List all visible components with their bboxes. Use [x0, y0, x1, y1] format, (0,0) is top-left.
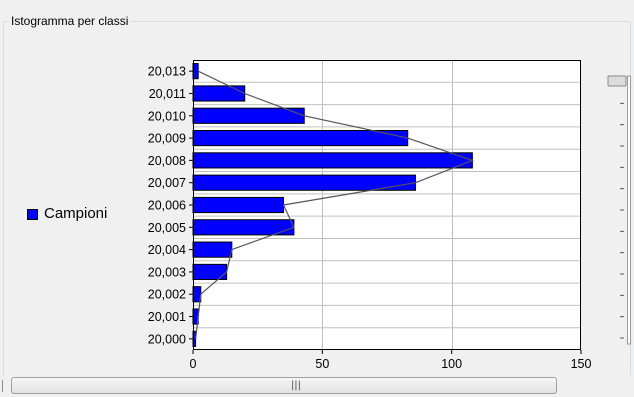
legend-swatch	[27, 208, 38, 220]
histogram-bar	[192, 129, 409, 147]
y-tick-label: 20,005	[148, 221, 186, 235]
y-tick-label: 20,007	[148, 176, 186, 190]
y-tick-label: 20,001	[148, 310, 186, 324]
histogram-bar	[192, 196, 285, 214]
y-tick-label: 20,000	[148, 332, 186, 346]
horizontal-scrollbar[interactable]: |||	[0, 376, 634, 397]
y-tick-label: 20,008	[148, 154, 186, 168]
scrollbar-grip-icon: |||	[290, 380, 302, 391]
histogram-bar	[192, 263, 228, 281]
y-tick-label: 20,004	[148, 243, 186, 257]
x-tick-label: 150	[571, 357, 592, 371]
scrollbar-left-edge	[2, 380, 3, 392]
y-tick-label: 20,002	[148, 288, 186, 302]
y-tick-label: 20,011	[149, 87, 186, 101]
groupbox-title: Istogramma per classi	[9, 14, 131, 28]
y-tick-label: 20,006	[148, 199, 186, 213]
histogram-chart: 20,000 20,001 20,002 20,003 20,004 20,005 20,0…	[148, 60, 592, 371]
y-tick-label: 20,003	[148, 265, 186, 279]
x-tick-label: 0	[190, 357, 197, 371]
histogram-bar	[192, 85, 246, 102]
x-tick-label: 100	[441, 357, 462, 371]
vertical-slider[interactable]	[600, 60, 634, 350]
y-tick-label: 20,009	[148, 132, 186, 146]
chart-legend: Campioni	[27, 204, 107, 224]
histogram-bar	[192, 241, 233, 258]
y-tick-label: 20,010	[148, 109, 186, 123]
plot-border	[193, 60, 581, 350]
histogram-bar	[192, 107, 305, 124]
histogram-bar	[192, 152, 473, 169]
scrollbar-thumb[interactable]: |||	[11, 377, 557, 394]
x-tick-label: 50	[315, 357, 329, 371]
slider-track	[627, 75, 631, 345]
slider-thumb[interactable]	[607, 75, 627, 87]
legend-label: Campioni	[44, 205, 108, 222]
frequency-polygon-line	[195, 70, 475, 339]
y-tick-label: 20,013	[148, 65, 186, 79]
